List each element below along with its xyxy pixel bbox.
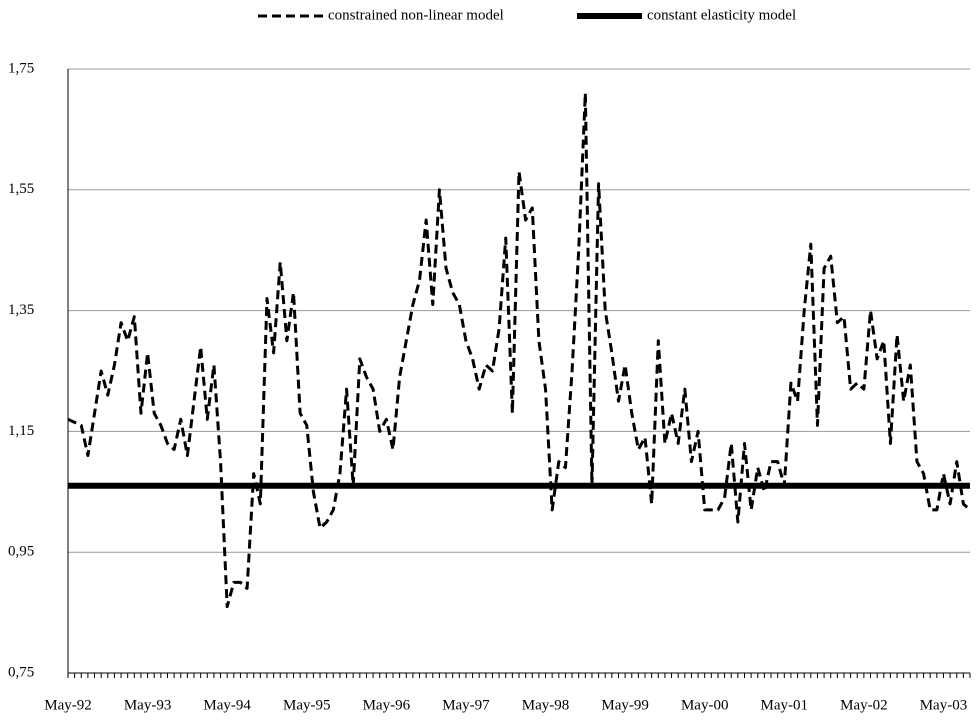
x-tick-label: May-98 (522, 697, 570, 713)
x-tick-label: May-94 (203, 697, 251, 713)
x-tick-label: May-92 (44, 697, 92, 713)
x-tick-label: May-95 (283, 697, 331, 713)
x-tick-label: May-99 (601, 697, 649, 713)
x-tick-label: May-03 (920, 697, 968, 713)
x-tick-label: May-97 (442, 697, 490, 713)
series-line (67, 91, 972, 609)
legend-label: constant elasticity model (647, 7, 796, 23)
x-tick-label: May-96 (363, 697, 411, 713)
legend-label: constrained non-linear model (328, 7, 504, 23)
y-tick-label: 0,95 (8, 544, 34, 560)
y-tick-label: 0,75 (8, 664, 34, 680)
y-tick-label: 1,55 (8, 181, 34, 197)
x-tick-label: May-02 (840, 697, 888, 713)
y-tick-label: 1,35 (8, 302, 34, 318)
x-tick-label: May-93 (124, 697, 172, 713)
y-tick-label: 1,15 (8, 423, 34, 439)
y-tick-label: 1,75 (8, 60, 34, 76)
x-tick-label: May-01 (761, 697, 809, 713)
x-tick-label: May-00 (681, 697, 729, 713)
